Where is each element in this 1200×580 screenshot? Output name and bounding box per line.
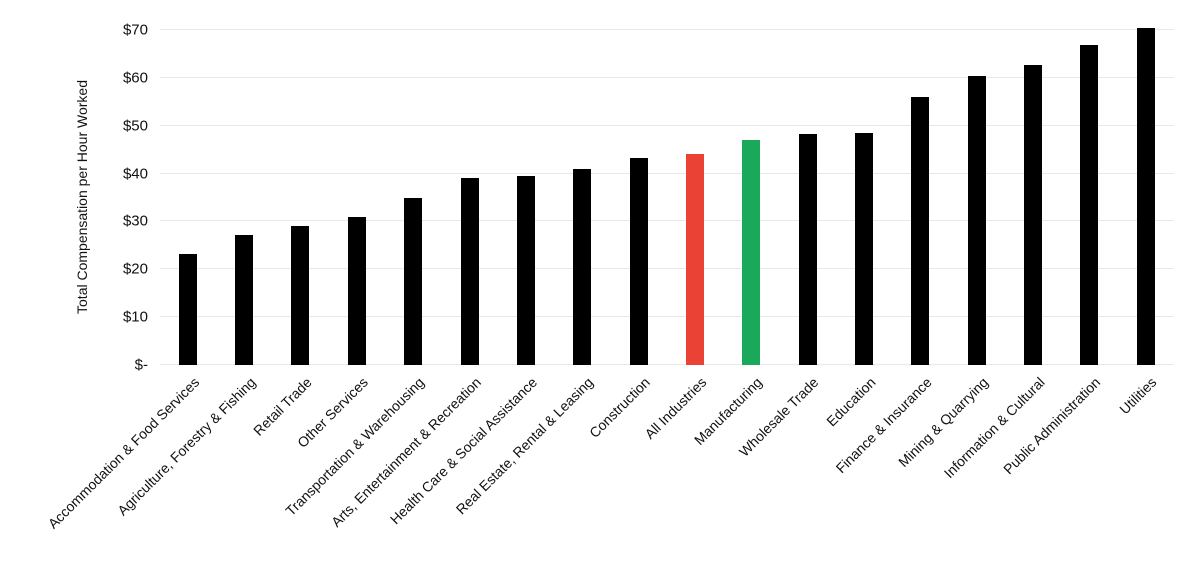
bar-agriculture-forestry-fishing (235, 235, 254, 365)
gridline (160, 268, 1174, 270)
y-tick-label: $40 (122, 165, 148, 183)
y-tick-label: $10 (122, 308, 148, 326)
x-tick-label: Finance & Insurance (832, 374, 935, 477)
y-tick-label: $50 (122, 117, 148, 135)
y-tick-label: $70 (122, 21, 148, 39)
x-tick-label: Education (822, 374, 879, 430)
y-tick-label: $60 (122, 69, 148, 87)
x-tick-label: Utilities (1116, 374, 1160, 418)
plot-area (160, 14, 1174, 365)
bar-health-care-social-assistance (516, 175, 535, 365)
bar-other-services (347, 216, 366, 365)
bar-education (854, 132, 873, 365)
bar-arts-entertainment-recreation (460, 177, 479, 365)
x-tick-label: Public Administration (1000, 374, 1104, 478)
bar-real-estate-rental-leasing (573, 168, 592, 365)
bar-mining-quarrying (967, 75, 986, 365)
gridline (160, 364, 1174, 365)
y-tick-label: $- (134, 356, 148, 374)
x-tick-label: Information & Cultural (940, 374, 1048, 482)
bar-accommodation-food-services (178, 253, 197, 365)
gridline (160, 124, 1174, 126)
y-axis-title: Total Compensation per Hour Worked (74, 80, 90, 314)
bar-all-industries (685, 154, 704, 365)
y-tick-label: $20 (122, 260, 148, 278)
bar-public-administration (1080, 45, 1099, 365)
bar-information-cultural (1023, 65, 1042, 365)
gridline (160, 316, 1174, 318)
gridline (160, 28, 1174, 30)
bar-utilities (1136, 27, 1155, 365)
bar-finance-insurance (911, 96, 930, 365)
bar-manufacturing (742, 140, 761, 365)
y-tick-label: $30 (122, 212, 148, 230)
bar-transportation-warehousing (404, 197, 423, 365)
gridline (160, 220, 1174, 222)
gridline (160, 76, 1174, 78)
gridline (160, 172, 1174, 174)
bar-retail-trade (291, 226, 310, 365)
bar-construction (629, 158, 648, 365)
bar-wholesale-trade (798, 133, 817, 365)
